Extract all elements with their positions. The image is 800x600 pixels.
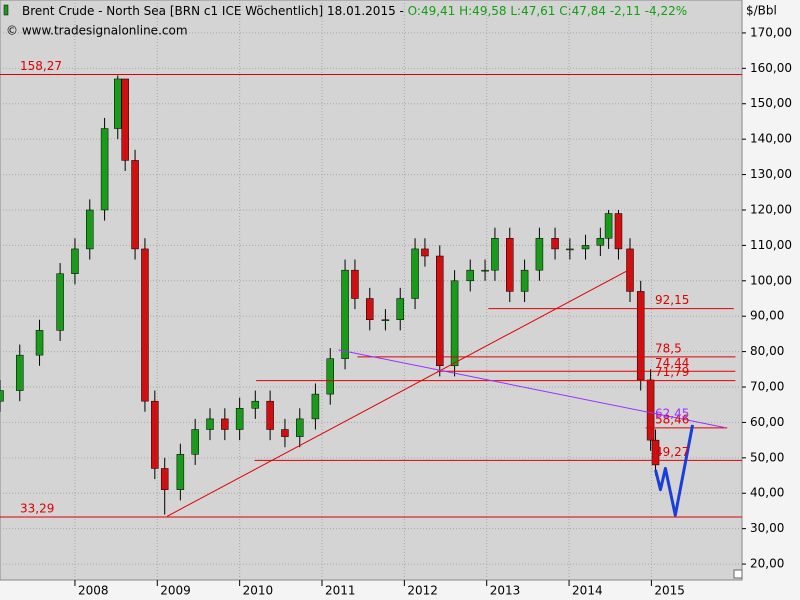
candle-body — [141, 248, 149, 402]
y-tick-label: 20,00 — [750, 557, 784, 571]
candle-body — [0, 390, 4, 402]
candle-body — [100, 128, 109, 211]
y-tick-label: 170,00 — [750, 25, 792, 39]
x-tick-label: 2012 — [407, 584, 438, 598]
x-tick-label: 2011 — [325, 584, 356, 598]
candle-body — [436, 255, 444, 367]
candle-body — [596, 238, 605, 246]
subtitle: © www.tradesignalonline.com — [6, 24, 188, 38]
trend-line — [338, 349, 724, 428]
candle-body — [566, 248, 574, 251]
level-label: 92,15 — [655, 293, 689, 307]
candle-body — [71, 248, 79, 274]
candle-body — [411, 248, 419, 299]
x-tick-label: 2010 — [243, 584, 274, 598]
candle-body — [604, 213, 613, 239]
candle-body — [491, 238, 499, 271]
candle-body — [481, 269, 489, 272]
x-tick-label: 2009 — [160, 584, 191, 598]
candle-body — [281, 429, 289, 437]
x-tick-label: 2015 — [654, 584, 685, 598]
candle-body — [535, 238, 544, 271]
candle-body — [86, 209, 94, 250]
x-tick-label: 2014 — [572, 584, 603, 598]
level-label: 58,46 — [655, 412, 689, 426]
candle-body — [176, 454, 185, 490]
candle-body — [56, 273, 64, 331]
y-tick-label: 100,00 — [750, 273, 792, 287]
candle-body — [235, 408, 244, 430]
candle-body — [351, 269, 359, 299]
candle-body — [381, 319, 390, 321]
corner-icon — [733, 569, 743, 579]
y-tick-label: 40,00 — [750, 486, 784, 500]
chart-title: Brent Crude - North Sea [BRN c1 ICE Wöch… — [22, 4, 687, 18]
candle-body — [160, 468, 169, 490]
y-tick-label: 90,00 — [750, 309, 784, 323]
marks — [0, 73, 742, 518]
level-label: 78,5 — [655, 341, 682, 355]
candle-body — [551, 238, 559, 250]
quote-text: O:49,41 H:49,58 L:47,61 C:47,84 -2,11 -4… — [408, 4, 687, 18]
candle-body — [506, 238, 514, 292]
y-tick-label: 150,00 — [750, 96, 792, 110]
candle-body — [114, 78, 122, 129]
candle-body — [251, 400, 260, 409]
candle-body — [266, 400, 274, 430]
candle-body — [151, 400, 159, 469]
candle-body — [296, 418, 304, 437]
y-tick-label: 160,00 — [750, 61, 792, 75]
candle-body — [636, 291, 645, 381]
candle-body — [651, 439, 660, 466]
x-tick-label: 2008 — [78, 584, 109, 598]
candle-body — [326, 358, 334, 395]
x-tick-label: 2013 — [490, 584, 521, 598]
y-tick-label: 120,00 — [750, 202, 792, 216]
candle-body — [646, 379, 655, 441]
candle-body — [16, 354, 24, 391]
y-tick-label: 110,00 — [750, 238, 792, 252]
y-tick-label: 70,00 — [750, 380, 784, 394]
candle-body — [581, 245, 590, 250]
candle-body — [191, 429, 199, 455]
y-tick-label: 50,00 — [750, 450, 784, 464]
candle-body — [450, 280, 459, 367]
candle-body — [366, 298, 374, 320]
trend-line — [166, 269, 629, 517]
candle-body — [626, 248, 634, 292]
candle-body — [35, 330, 44, 356]
y-axis-label: $/Bbl — [746, 4, 777, 18]
level-label: 71,79 — [655, 365, 689, 379]
candle-body — [341, 269, 349, 359]
level-label: 33,29 — [20, 502, 54, 516]
y-tick-label: 130,00 — [750, 167, 792, 181]
candle-body — [221, 418, 229, 430]
symbol-icon — [3, 4, 9, 16]
level-label: 49,27 — [655, 445, 689, 459]
candle-body — [396, 298, 404, 320]
y-tick-label: 60,00 — [750, 415, 784, 429]
y-tick-label: 140,00 — [750, 132, 792, 146]
candle-body — [614, 213, 623, 250]
candle-body — [131, 160, 139, 250]
y-tick-label: 30,00 — [750, 521, 784, 535]
candle-body — [421, 248, 429, 257]
candle-body — [311, 393, 320, 420]
trend-label: 62,45 — [655, 406, 689, 420]
candle-body — [520, 269, 529, 292]
level-label: 74,44 — [655, 356, 689, 370]
level-label: 158,27 — [20, 59, 62, 73]
y-tick-label: 80,00 — [750, 344, 784, 358]
trend-line — [654, 424, 695, 517]
candle-body — [206, 418, 214, 430]
candle-body — [466, 269, 474, 282]
title-text: Brent Crude - North Sea [BRN c1 ICE Wöch… — [22, 4, 408, 18]
candle-body — [121, 78, 129, 161]
